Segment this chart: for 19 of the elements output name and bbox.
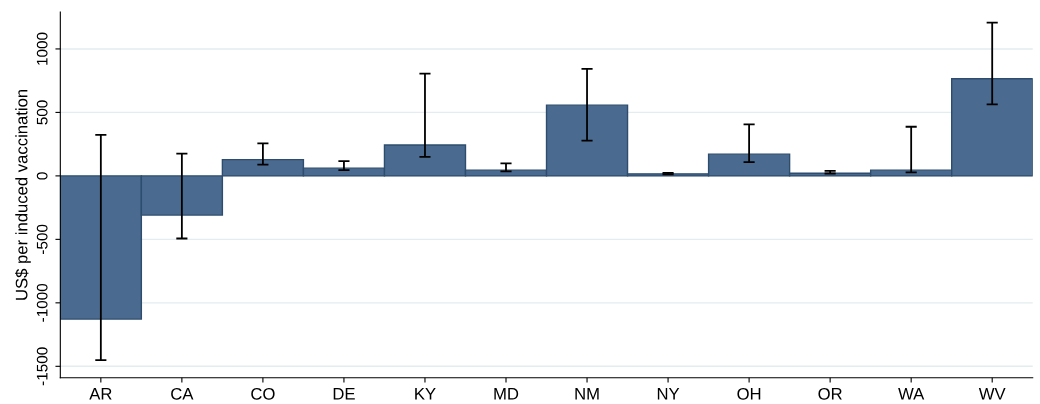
y-tick-label: -1000 — [36, 283, 48, 322]
x-tick-label: MD — [494, 388, 519, 400]
x-tick-label: KY — [415, 388, 436, 400]
x-tick-label: CA — [171, 387, 194, 400]
x-tick-label: DE — [333, 388, 355, 400]
x-tick-label: CO — [251, 387, 275, 400]
y-tick-label: 500 — [36, 100, 48, 125]
x-tick-label: AR — [89, 388, 112, 400]
x-tick-label: WA — [898, 388, 925, 400]
x-tick-label: NM — [575, 388, 599, 400]
x-tick-label: OR — [818, 387, 842, 400]
y-tick-label: 0 — [36, 172, 48, 180]
y-tick-label: -1500 — [36, 347, 48, 386]
y-tick-label: 1000 — [36, 32, 48, 65]
y-axis-title: US$ per induced vaccination — [15, 89, 31, 300]
x-tick-label: OH — [737, 387, 761, 400]
y-tick-label: -500 — [36, 224, 48, 254]
x-tick-label: WV — [978, 388, 1006, 400]
x-tick-label: NY — [657, 388, 680, 400]
